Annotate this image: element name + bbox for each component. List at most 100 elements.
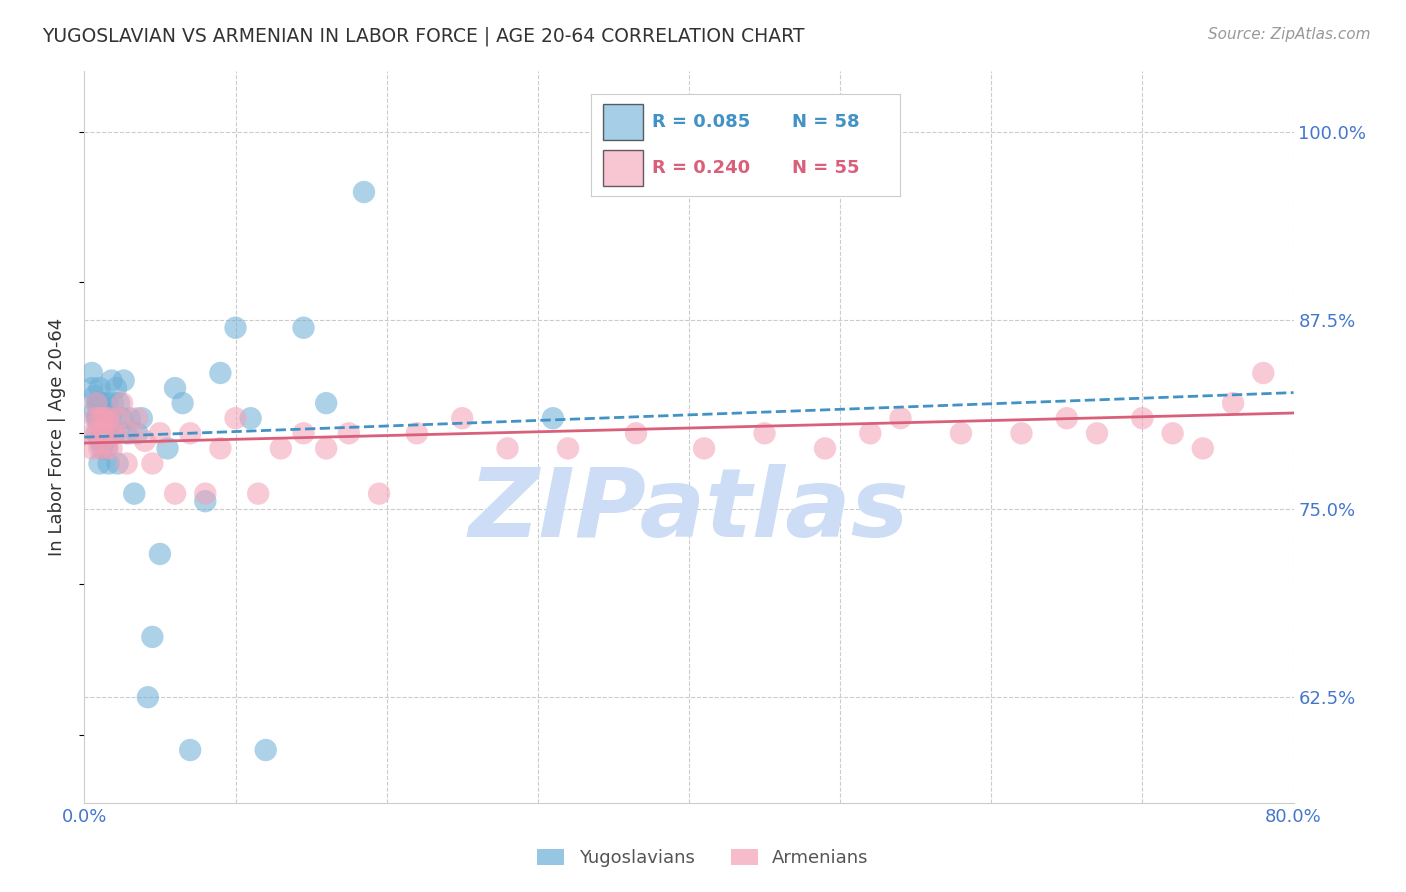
Point <box>86 396 108 410</box>
Point <box>406 426 429 441</box>
Point <box>172 396 194 410</box>
Point <box>270 442 292 456</box>
Point <box>156 442 179 456</box>
Point <box>98 426 121 441</box>
Point <box>134 434 156 448</box>
Point <box>859 426 882 441</box>
Point <box>84 403 107 417</box>
Point <box>98 411 121 425</box>
Point <box>353 185 375 199</box>
Point <box>1253 366 1275 380</box>
Point <box>84 411 107 425</box>
Text: N = 58: N = 58 <box>792 113 859 131</box>
Point <box>111 396 134 410</box>
Point <box>90 426 112 441</box>
Point <box>86 411 108 425</box>
Point <box>100 442 122 456</box>
Point <box>91 403 114 417</box>
Point <box>93 403 115 417</box>
Point <box>86 396 108 410</box>
Point <box>93 426 115 441</box>
Point <box>950 426 973 441</box>
Point <box>97 426 120 441</box>
Point <box>89 411 111 425</box>
Point <box>225 320 247 334</box>
Point <box>105 381 128 395</box>
Point <box>1222 396 1244 410</box>
Point <box>93 426 115 441</box>
Point <box>111 411 134 425</box>
Point <box>451 411 474 425</box>
Point <box>209 442 232 456</box>
Y-axis label: In Labor Force | Age 20-64: In Labor Force | Age 20-64 <box>48 318 66 557</box>
Point <box>96 442 118 456</box>
Text: R = 0.085: R = 0.085 <box>652 113 751 131</box>
Point <box>89 411 111 425</box>
Point <box>136 690 159 705</box>
Point <box>90 411 112 425</box>
Point <box>91 426 114 441</box>
Point <box>80 366 103 380</box>
Text: YUGOSLAVIAN VS ARMENIAN IN LABOR FORCE | AGE 20-64 CORRELATION CHART: YUGOSLAVIAN VS ARMENIAN IN LABOR FORCE |… <box>42 27 804 46</box>
Point <box>104 426 127 441</box>
Point <box>496 442 519 456</box>
Text: N = 55: N = 55 <box>792 159 859 177</box>
Point <box>179 743 201 757</box>
Point <box>1192 442 1215 456</box>
Point <box>89 434 111 448</box>
Point <box>131 411 153 425</box>
Point <box>194 494 217 508</box>
Point <box>315 442 337 456</box>
Point <box>194 486 217 500</box>
Point <box>1130 411 1153 425</box>
Point <box>97 457 120 471</box>
Point <box>127 426 149 441</box>
Point <box>108 396 131 410</box>
Point <box>86 426 108 441</box>
Point <box>89 457 111 471</box>
Point <box>141 457 163 471</box>
Point <box>127 411 149 425</box>
Point <box>91 442 114 456</box>
Point <box>1085 426 1108 441</box>
Point <box>315 396 337 410</box>
Text: ZIPatlas: ZIPatlas <box>468 464 910 557</box>
Point <box>97 411 120 425</box>
Point <box>292 426 315 441</box>
Point <box>179 426 201 441</box>
Point <box>94 411 117 425</box>
Point <box>87 396 110 410</box>
Point <box>254 743 277 757</box>
Point <box>89 381 111 395</box>
Point <box>165 486 187 500</box>
Point <box>104 426 127 441</box>
Point <box>149 426 172 441</box>
Text: R = 0.240: R = 0.240 <box>652 159 751 177</box>
Point <box>225 411 247 425</box>
Point <box>1161 426 1184 441</box>
Point <box>91 411 114 425</box>
Point <box>87 411 110 425</box>
Point <box>90 396 112 410</box>
Text: Source: ZipAtlas.com: Source: ZipAtlas.com <box>1208 27 1371 42</box>
Point <box>1011 426 1033 441</box>
Point <box>541 411 564 425</box>
Point <box>292 320 315 334</box>
Point <box>80 381 103 395</box>
FancyBboxPatch shape <box>603 104 643 140</box>
Point <box>101 396 124 410</box>
Point <box>814 442 837 456</box>
Point <box>80 442 103 456</box>
Point <box>165 381 187 395</box>
Point <box>118 426 141 441</box>
Point <box>890 411 912 425</box>
Point <box>624 426 647 441</box>
Point <box>96 396 118 410</box>
Point <box>239 411 262 425</box>
Point <box>94 434 117 448</box>
Point <box>96 442 118 456</box>
Point <box>368 486 391 500</box>
Point <box>89 442 111 456</box>
Point <box>82 426 104 441</box>
Point <box>754 426 776 441</box>
